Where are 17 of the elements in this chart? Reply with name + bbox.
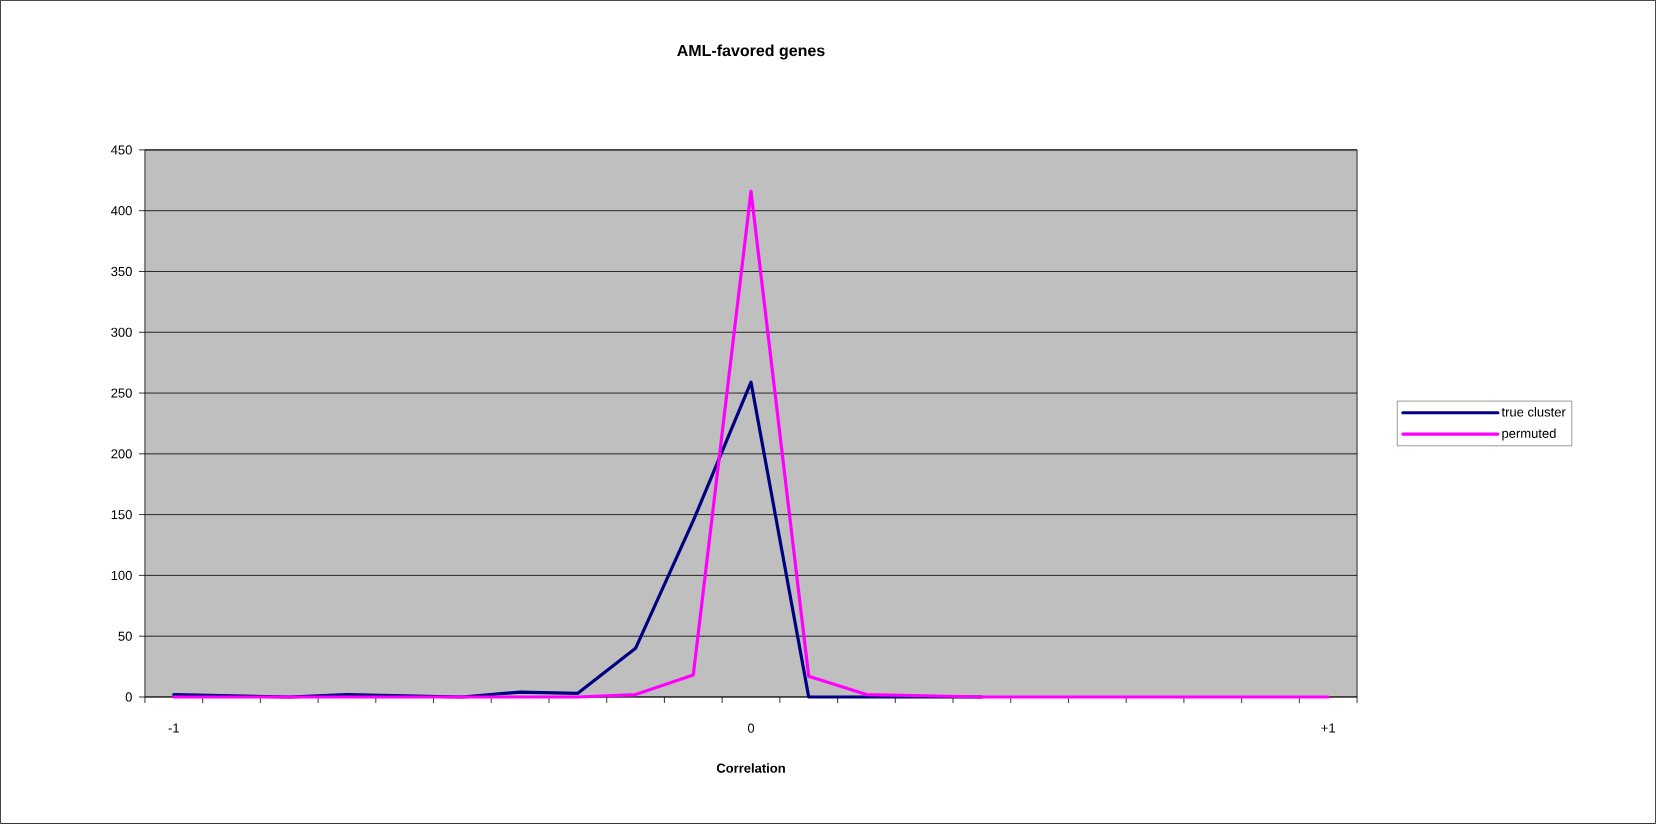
x-tick-label: -1 — [168, 723, 179, 733]
x-tick-label: 0 — [747, 723, 755, 733]
y-tick-label: 100 — [111, 570, 132, 581]
y-tick-label: 450 — [111, 145, 132, 155]
y-tick-label: 50 — [118, 631, 132, 641]
y-tick-label: 150 — [111, 510, 132, 520]
y-tick-label: 200 — [111, 449, 132, 459]
y-tick-label: 0 — [125, 692, 132, 702]
x-tick-label: +1 — [1321, 723, 1335, 733]
y-tick-label: 300 — [111, 327, 132, 337]
text: permuted — [1502, 428, 1556, 441]
y-tick-label: 350 — [111, 266, 132, 277]
chart-title: AML-favored genes — [677, 44, 825, 60]
y-tick-label: 250 — [111, 388, 132, 398]
y-tick-label: 400 — [111, 206, 132, 216]
x-axis-title: Correlation — [716, 763, 785, 773]
text: true cluster — [1501, 407, 1566, 417]
